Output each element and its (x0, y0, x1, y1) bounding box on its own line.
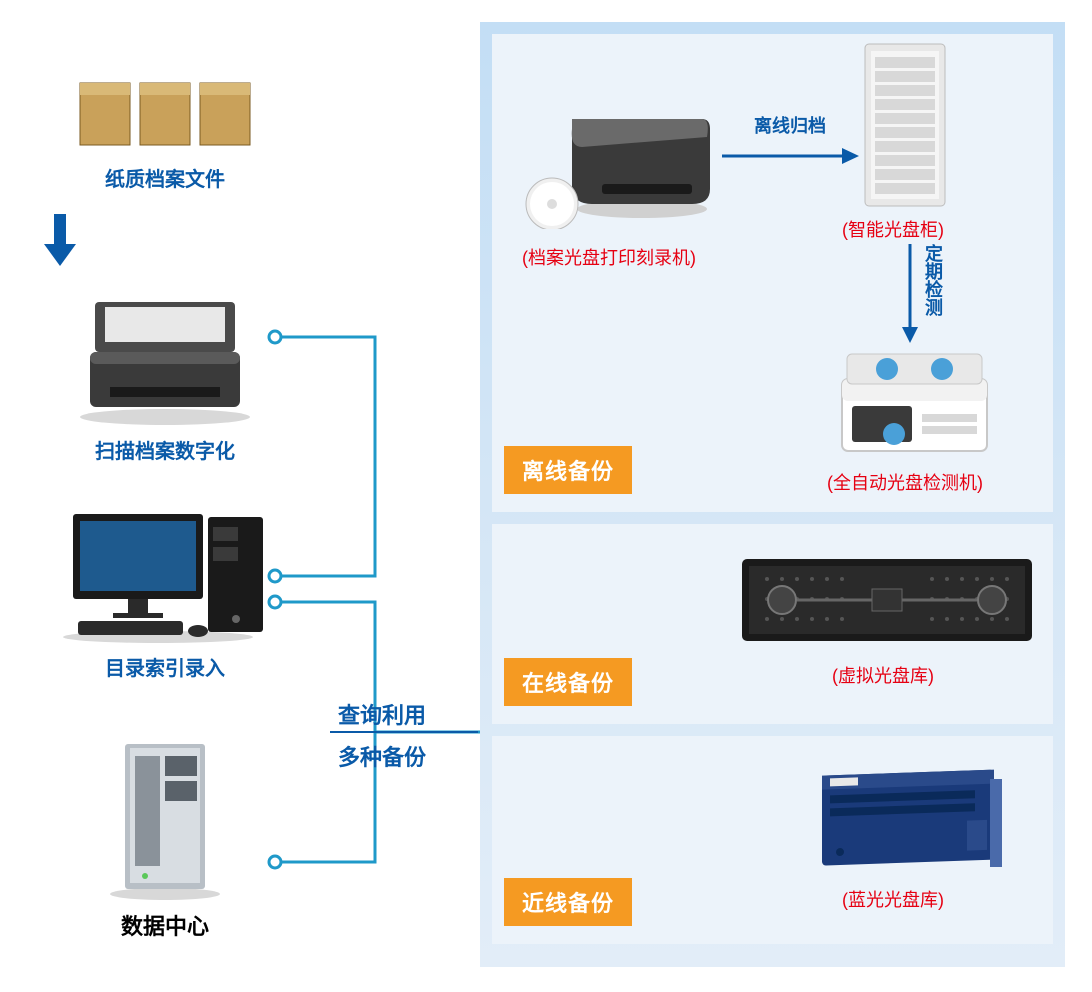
detector-label: (全自动光盘检测机) (827, 469, 983, 495)
server-icon (100, 736, 230, 901)
section-nearline: (蓝光光盘库) 近线备份 (492, 736, 1053, 944)
virtual-lib-label: (虚拟光盘库) (832, 662, 934, 688)
disc-printer-icon (512, 89, 712, 229)
disc-cabinet-icon (857, 39, 952, 214)
virtual-disc-lib-icon (737, 554, 1037, 649)
computer-label: 目录索引录入 (105, 652, 225, 681)
backup-panel: (档案光盘打印刻录机) (智能光盘柜) 离线归档 定期检测 (480, 22, 1065, 967)
query-use-label: 查询利用 (338, 698, 426, 730)
archive-offline-label: 离线归档 (754, 112, 826, 138)
scanner-label: 扫描档案数字化 (95, 435, 235, 464)
connector-lines-icon (250, 0, 480, 992)
section-online: (虚拟光盘库) 在线备份 (492, 524, 1053, 724)
bluray-lib-icon (812, 761, 1007, 876)
periodic-check-label: 定期检测 (920, 244, 946, 316)
scanner-icon (65, 292, 265, 427)
disc-detector-icon (827, 344, 1002, 464)
printer-burner-label: (档案光盘打印刻录机) (522, 244, 696, 270)
online-badge: 在线备份 (504, 658, 632, 706)
connector-area: 查询利用 多种备份 (250, 0, 480, 992)
section-offline: (档案光盘打印刻录机) (智能光盘柜) 离线归档 定期检测 (492, 34, 1053, 512)
paper-folders-icon (70, 75, 260, 155)
arrow-archive-icon (717, 134, 867, 174)
server-label: 数据中心 (121, 909, 209, 941)
offline-badge: 离线备份 (504, 446, 632, 494)
nearline-badge: 近线备份 (504, 878, 632, 926)
multi-backup-label: 多种备份 (338, 740, 426, 772)
bluray-lib-label: (蓝光光盘库) (842, 886, 944, 912)
arrow-down-icon (40, 214, 80, 269)
paper-files-label: 纸质档案文件 (105, 163, 225, 192)
computer-icon (58, 499, 273, 644)
